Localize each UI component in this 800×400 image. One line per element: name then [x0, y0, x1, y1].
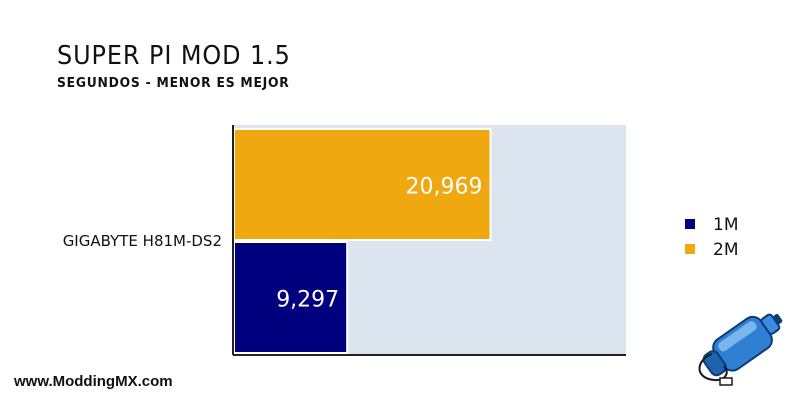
value-label-2m: 20,969 [406, 175, 483, 200]
value-labels-layer: 20,969 9,297 [276, 175, 482, 313]
chart-title: SUPER PI MOD 1.5 [57, 41, 291, 71]
site-url: www.ModdingMX.com [14, 373, 173, 390]
bar-2m [233, 128, 492, 241]
water-bottle-logo-icon [698, 313, 783, 386]
legend-label-2m: 2M [713, 240, 738, 260]
legend-swatch-1m [685, 219, 695, 229]
legend-swatch-2m [685, 244, 695, 254]
bar-1m [233, 241, 349, 354]
legend-label-1m: 1M [713, 215, 738, 235]
value-label-1m: 9,297 [276, 288, 339, 313]
bars-layer [233, 128, 492, 354]
category-label: GIGABYTE H81M-DS2 [63, 232, 222, 250]
chart-subtitle: SEGUNDOS - MENOR ES MEJOR [57, 76, 290, 91]
